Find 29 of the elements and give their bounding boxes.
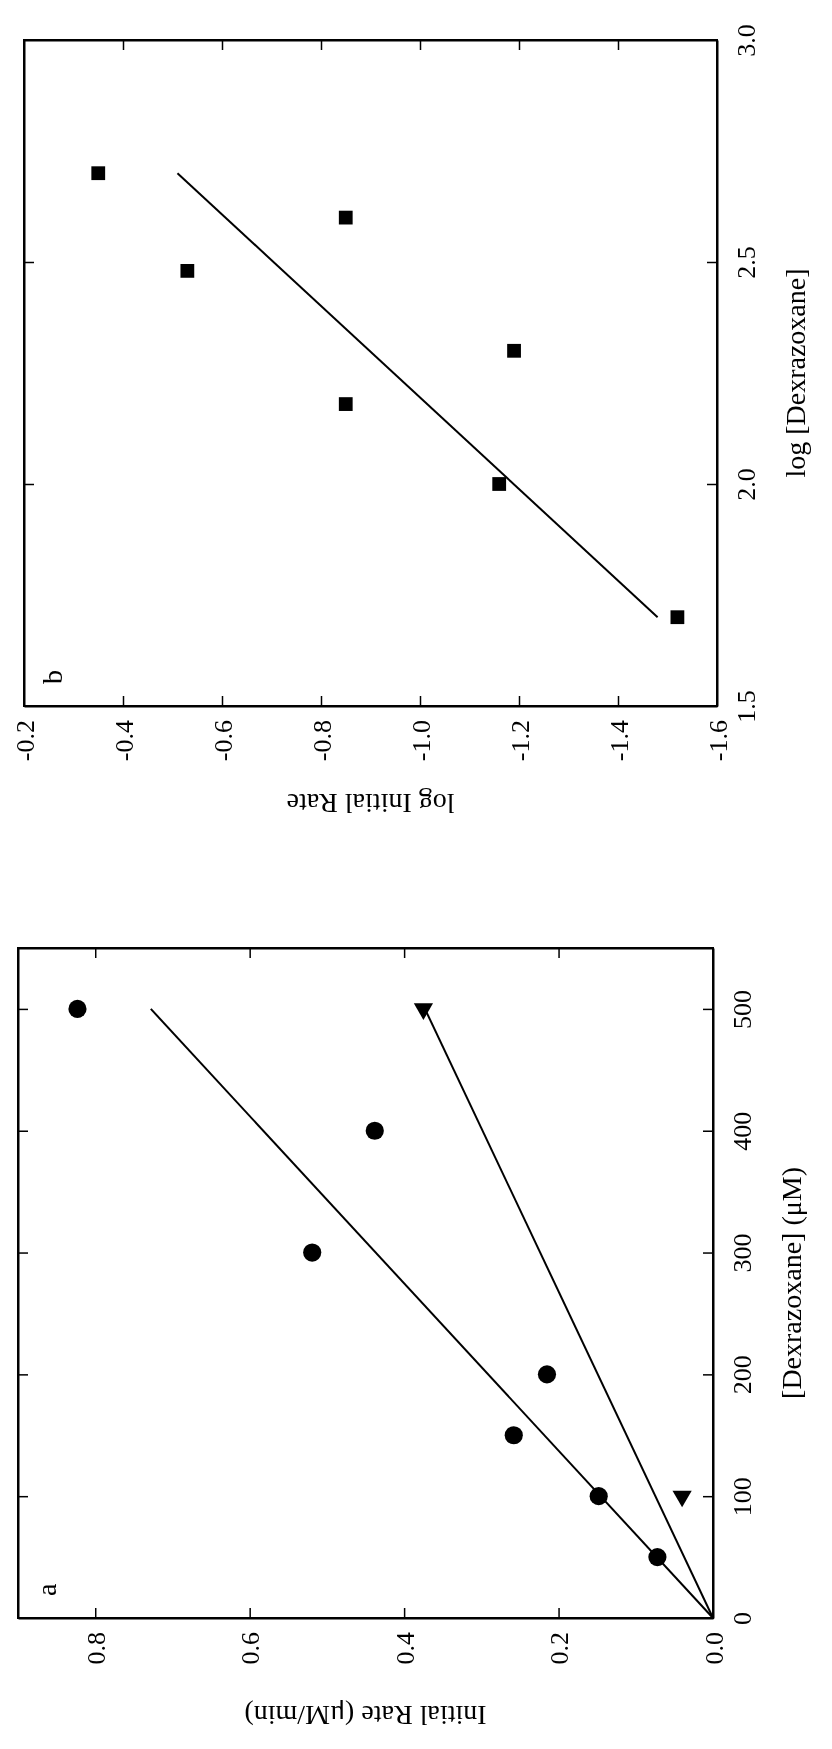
x-axis-title: Initial Rate (μM/min) xyxy=(244,1700,487,1731)
y-tick-label: 100 xyxy=(728,1477,757,1517)
x-tick-label: 0.2 xyxy=(545,1632,575,1665)
y-tick-label: 0 xyxy=(728,1612,757,1625)
x-tick-label: -1.2 xyxy=(505,720,535,762)
y-axis-title: [Dexrazoxane] (μM) xyxy=(776,1167,807,1399)
x-tick-label: -1.6 xyxy=(703,720,733,762)
x-tick-label: -0.2 xyxy=(10,720,40,762)
y-tick-label: 2.5 xyxy=(732,246,761,279)
x-tick-label: 0.0 xyxy=(699,1632,729,1665)
y-tick-label: 2.0 xyxy=(732,468,761,501)
y-axis-title: log [Dexrazoxane] xyxy=(780,268,811,478)
x-tick-label: 0.6 xyxy=(236,1632,266,1665)
x-tick-label: -1.4 xyxy=(604,720,634,762)
y-tick-label: 1.5 xyxy=(732,690,761,723)
y-tick-label: 500 xyxy=(728,989,757,1029)
x-tick-label: -0.6 xyxy=(208,720,238,762)
x-tick-label: 0.8 xyxy=(81,1632,111,1665)
y-tick-label: 300 xyxy=(728,1233,757,1273)
x-tick-label: 0.4 xyxy=(390,1632,420,1665)
annotation: b xyxy=(37,670,68,684)
y-tick-label: 400 xyxy=(728,1111,757,1151)
annotation: a xyxy=(31,1583,62,1596)
y-tick-label: 200 xyxy=(728,1355,757,1395)
y-tick-label: 3.0 xyxy=(732,24,761,57)
x-axis-title: log Initial Rate xyxy=(286,788,455,819)
x-tick-label: -0.4 xyxy=(109,720,139,762)
x-tick-label: -0.8 xyxy=(307,720,337,762)
x-tick-label: -1.0 xyxy=(406,720,436,762)
